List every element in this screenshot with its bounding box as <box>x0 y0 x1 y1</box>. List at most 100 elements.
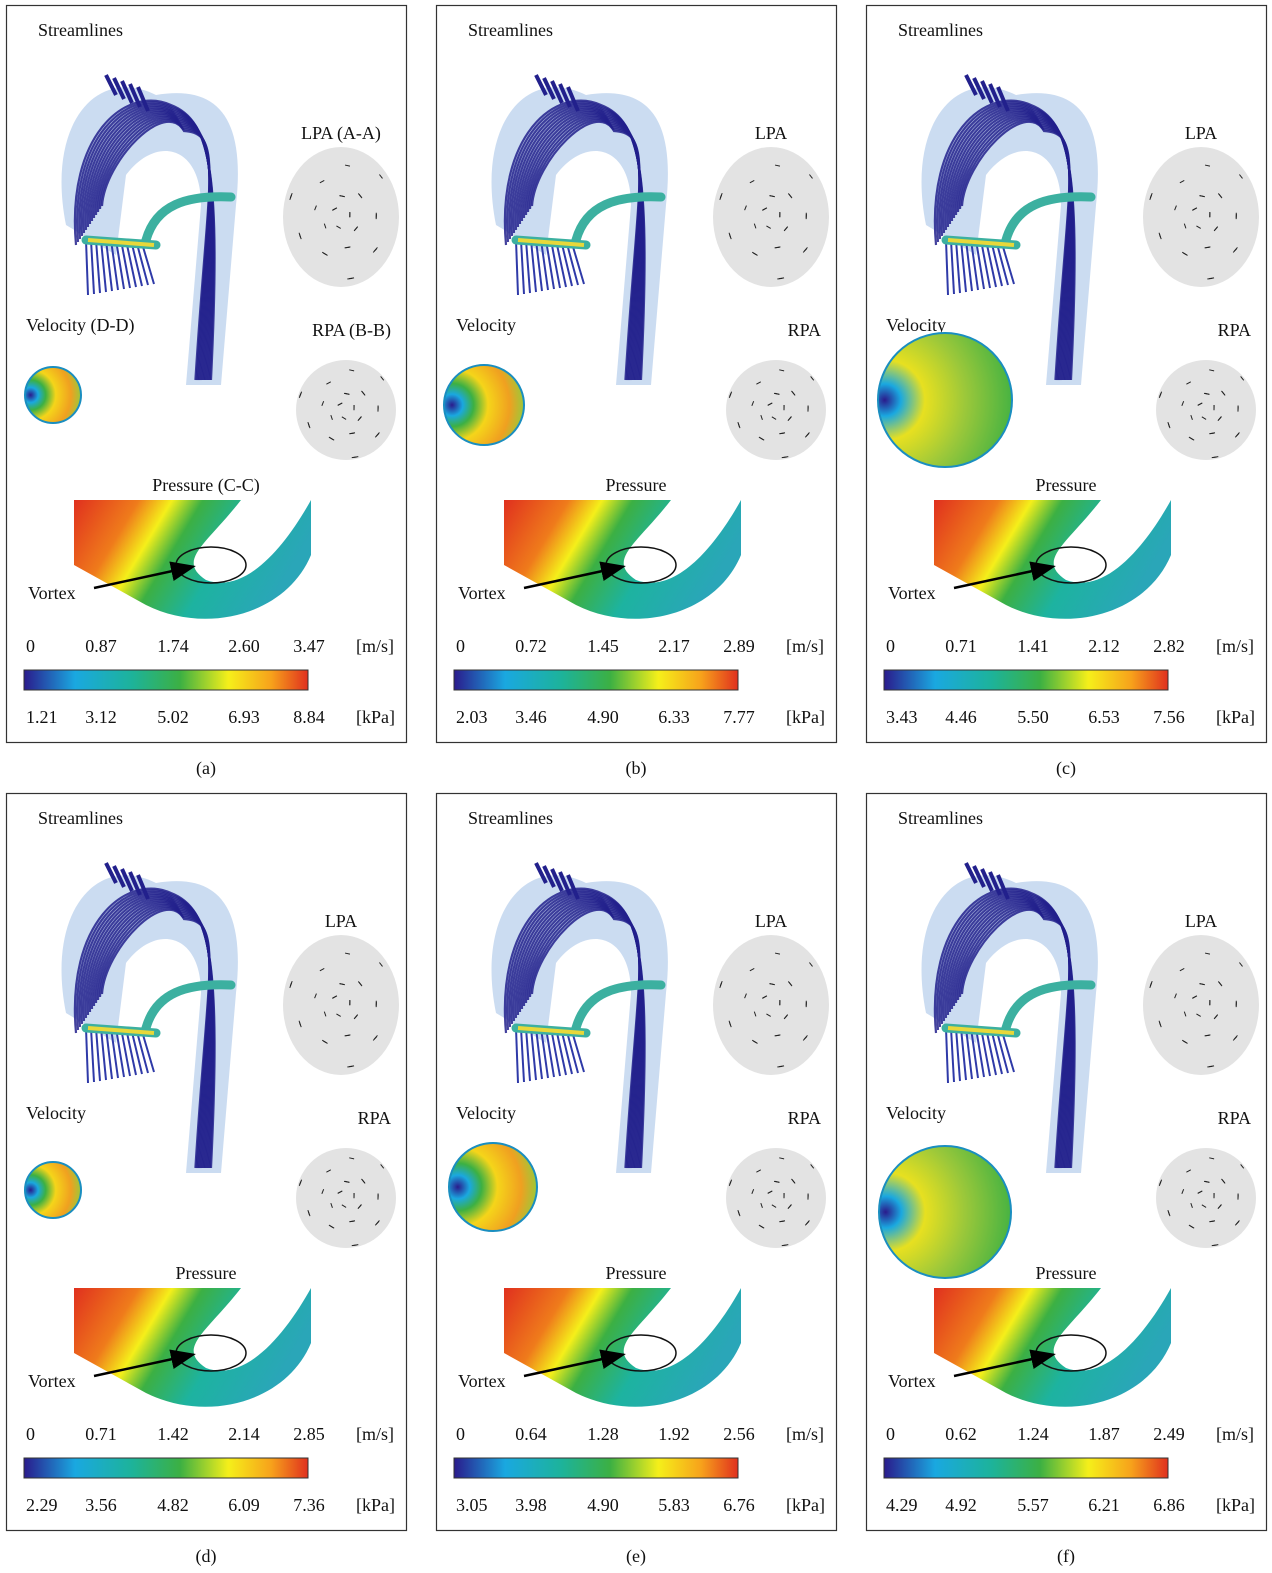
rpa-label: RPA <box>788 320 821 340</box>
lpa-section <box>283 935 399 1075</box>
lpa-section <box>1143 147 1259 287</box>
flow-vector <box>1212 457 1217 458</box>
pressure-tick-label: 3.12 <box>85 707 117 727</box>
lpa-section <box>713 147 829 287</box>
streamlines-label: Streamlines <box>898 20 983 40</box>
lpa-label: LPA <box>1185 123 1217 143</box>
pressure-tick-label: 3.46 <box>515 707 547 727</box>
pressure-tick-label: 6.76 <box>723 1495 755 1515</box>
streamline-root <box>956 1028 960 1081</box>
pressure-label: Pressure <box>606 475 667 495</box>
streamline-root <box>956 240 960 293</box>
pressure-tick-label: 4.29 <box>886 1495 918 1515</box>
caption: (b) <box>626 758 647 779</box>
pressure-label: Pressure <box>606 1263 667 1283</box>
streamline-root <box>951 1028 954 1082</box>
colorbar <box>24 670 308 690</box>
velocity-tick-label: 2.60 <box>228 636 260 656</box>
flow-vector <box>782 457 787 458</box>
rpa-label: RPA (B-B) <box>312 320 391 341</box>
caption: (e) <box>626 1546 646 1567</box>
velocity-label: Velocity <box>886 1103 946 1123</box>
lpa-section <box>713 935 829 1075</box>
velocity-tick-label: 0 <box>886 636 895 656</box>
panel: StreamlinesLPAVelocityRPAPressureVortex0… <box>867 6 1267 780</box>
streamlines-label: Streamlines <box>468 20 553 40</box>
pressure-tick-label: 6.33 <box>658 707 690 727</box>
rpa-section <box>1156 360 1256 460</box>
vortex-label: Vortex <box>28 583 76 603</box>
flow-vector <box>347 1066 352 1067</box>
vortex-label: Vortex <box>888 583 936 603</box>
velocity-section <box>25 1162 81 1218</box>
velocity-tick-label: 2.49 <box>1153 1424 1185 1444</box>
colorbar <box>884 1458 1168 1478</box>
velocity-tick-label: 1.24 <box>1017 1424 1049 1444</box>
flow-vector <box>1205 247 1210 248</box>
flow-vector <box>352 457 357 458</box>
pressure-tick-label: 2.03 <box>456 707 488 727</box>
streamline-root <box>96 240 100 293</box>
pressure-tick-label: 8.84 <box>293 707 325 727</box>
pressure-tick-label: 3.98 <box>515 1495 547 1515</box>
velocity-unit: [m/s] <box>786 636 824 656</box>
streamline-root <box>91 1028 94 1082</box>
panel: StreamlinesLPA (A-A)Velocity (D-D)RPA (B… <box>7 6 407 780</box>
velocity-tick-label: 2.85 <box>293 1424 325 1444</box>
pressure-label: Pressure <box>1036 475 1097 495</box>
velocity-tick-label: 1.41 <box>1017 636 1049 656</box>
rpa-label: RPA <box>358 1108 391 1128</box>
colorbar <box>454 670 738 690</box>
streamline-root <box>86 240 88 295</box>
velocity-section <box>449 1143 537 1231</box>
lpa-section <box>1143 935 1259 1075</box>
pressure-tick-label: 3.56 <box>85 1495 117 1515</box>
streamline-root <box>526 240 530 293</box>
velocity-tick-label: 2.82 <box>1153 636 1185 656</box>
lpa-label: LPA (A-A) <box>301 123 381 144</box>
flow-vector <box>775 1035 780 1036</box>
streamline-root <box>516 1028 518 1083</box>
velocity-label: Velocity <box>886 315 946 335</box>
velocity-tick-label: 1.45 <box>587 636 619 656</box>
pressure-unit: [kPa] <box>356 1495 395 1515</box>
caption: (f) <box>1057 1546 1075 1567</box>
velocity-section <box>878 333 1012 467</box>
pressure-tick-label: 2.29 <box>26 1495 58 1515</box>
velocity-tick-label: 0.71 <box>85 1424 117 1444</box>
flow-vector <box>345 1035 350 1036</box>
streamlines-label: Streamlines <box>38 808 123 828</box>
pressure-tick-label: 5.50 <box>1017 707 1049 727</box>
pressure-tick-label: 6.53 <box>1088 707 1120 727</box>
vortex-label: Vortex <box>458 1371 506 1391</box>
streamline-root <box>91 240 94 294</box>
pressure-section <box>934 1288 1171 1407</box>
velocity-tick-label: 0 <box>456 1424 465 1444</box>
lpa-label: LPA <box>755 123 787 143</box>
velocity-tick-label: 2.56 <box>723 1424 755 1444</box>
streamlines-label: Streamlines <box>38 20 123 40</box>
flow-vector <box>1212 1245 1217 1246</box>
rpa-label: RPA <box>788 1108 821 1128</box>
velocity-tick-label: 2.89 <box>723 636 755 656</box>
pressure-tick-label: 6.21 <box>1088 1495 1120 1515</box>
pressure-tick-label: 4.90 <box>587 707 619 727</box>
velocity-tick-label: 0 <box>26 1424 35 1444</box>
flow-vector <box>1209 1221 1214 1222</box>
pressure-tick-label: 5.02 <box>157 707 189 727</box>
pressure-tick-label: 1.21 <box>26 707 58 727</box>
caption: (a) <box>196 758 216 779</box>
flow-vector <box>1207 278 1212 279</box>
velocity-tick-label: 2.14 <box>228 1424 260 1444</box>
caption: (d) <box>196 1546 217 1567</box>
velocity-section <box>879 1146 1011 1278</box>
velocity-tick-label: 0.72 <box>515 636 547 656</box>
velocity-tick-label: 3.47 <box>293 636 325 656</box>
velocity-tick-label: 1.28 <box>587 1424 619 1444</box>
velocity-unit: [m/s] <box>1216 1424 1254 1444</box>
pressure-tick-label: 3.43 <box>886 707 918 727</box>
streamline-root <box>86 1028 88 1083</box>
rpa-section <box>296 1148 396 1248</box>
